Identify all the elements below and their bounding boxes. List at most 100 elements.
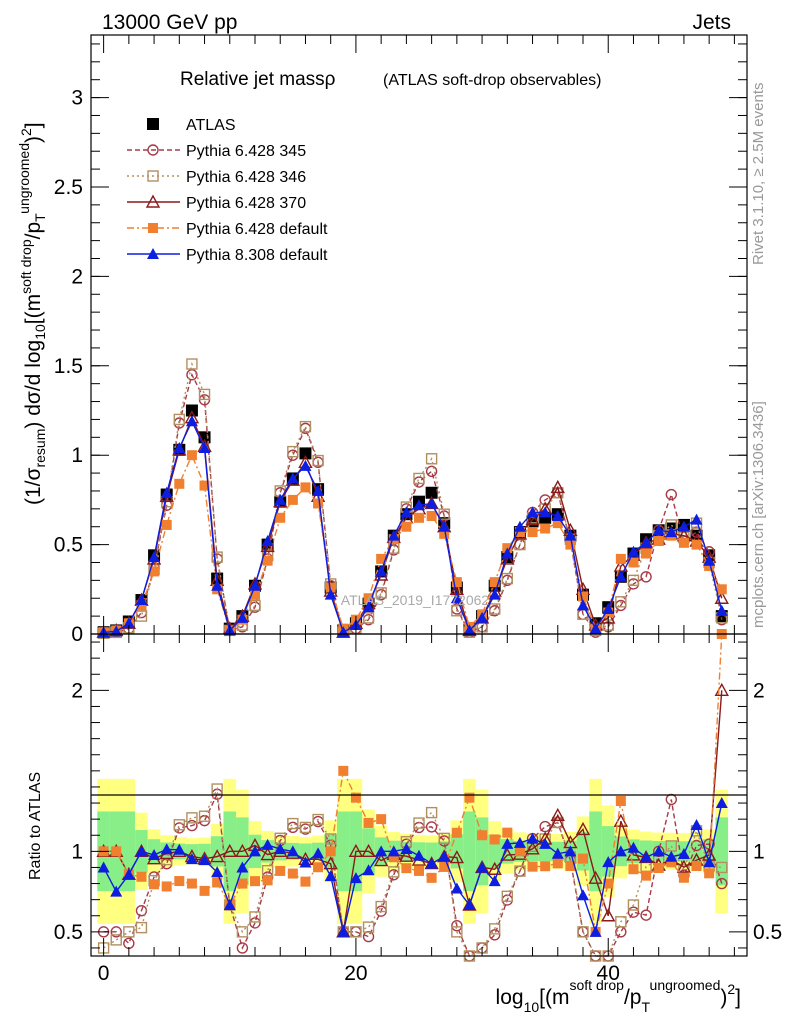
ratio-point [338, 765, 349, 776]
data-point [489, 577, 500, 588]
data-point [628, 557, 639, 568]
data-point [287, 445, 299, 458]
data-point [275, 512, 286, 523]
legend-marker [145, 194, 161, 208]
data-point [426, 510, 437, 521]
axes-group: 00.511.522.530.5 0.51 12 20 20 40 [54, 35, 782, 985]
ratio-point [450, 882, 463, 894]
data-point [186, 450, 197, 461]
legend-label: ATLAS [186, 117, 236, 134]
ratio-point [388, 866, 400, 878]
ratio-point [299, 821, 312, 834]
data-point [677, 520, 690, 532]
data-point [565, 539, 576, 550]
ratio-point [439, 861, 450, 872]
data-point [665, 488, 678, 501]
ratio-point [237, 878, 248, 889]
ratio-point [362, 864, 375, 876]
data-point [425, 497, 438, 509]
data-point [577, 599, 589, 611]
ratio-point [552, 858, 563, 869]
ratio-point [286, 845, 299, 857]
ratio-point [703, 856, 716, 868]
ratio-panel-frame [90, 633, 748, 957]
ratio-point [388, 852, 399, 863]
data-point [148, 551, 161, 563]
data-point [488, 588, 501, 600]
x-tick-label: 40 [597, 962, 620, 985]
legend-label: Pythia 6.428 default [186, 221, 328, 238]
ratio-point [123, 926, 135, 938]
ratio-point [527, 861, 538, 872]
y-tick-label: 1.5 [54, 355, 83, 378]
ratio-point [110, 885, 123, 897]
legend-entry: Pythia 6.428 346 [127, 169, 306, 186]
ratio-point [652, 845, 665, 857]
data-point [198, 442, 211, 454]
ratio-point [373, 853, 389, 867]
legend-label: Pythia 6.428 346 [186, 169, 306, 186]
legend-entry: Pythia 6.428 default [127, 221, 328, 238]
data-point [627, 545, 640, 557]
ratio-point [173, 819, 186, 831]
ratio-series-4 [98, 629, 727, 937]
ratio-point [287, 817, 299, 830]
ratio-point [463, 899, 476, 911]
legend-label: Pythia 6.428 370 [186, 195, 306, 212]
ratio-point [261, 838, 274, 850]
ratio-point [716, 877, 728, 890]
ratio-point [362, 921, 375, 933]
ratio-point [401, 863, 412, 874]
data-point [300, 482, 311, 493]
ratio-point [400, 842, 413, 854]
ratio-point [235, 843, 250, 858]
ratio-point [451, 919, 463, 932]
ratio-point [236, 861, 249, 873]
data-point [262, 555, 273, 566]
ratio-point [464, 792, 475, 803]
data-point [463, 624, 476, 636]
legend-marker [148, 223, 158, 233]
data-point [589, 622, 602, 634]
ratio-point [715, 797, 728, 809]
data-point [149, 566, 160, 577]
data-point [249, 579, 261, 591]
data-point [160, 486, 173, 498]
series-4 [98, 450, 727, 638]
ratio-point [577, 926, 589, 938]
data-point [135, 594, 148, 606]
data-point [136, 600, 147, 611]
ratio-point [312, 813, 324, 826]
ratio-point [641, 870, 652, 881]
ratio-point [414, 865, 424, 876]
ratio-point [451, 926, 463, 938]
header-right: Jets [692, 11, 731, 34]
ratio-point [223, 899, 236, 911]
ratio-point [413, 817, 425, 829]
ratio-point [575, 821, 591, 836]
ratio-point [135, 921, 148, 934]
x-tick-label: 0 [98, 962, 110, 985]
data-point [173, 442, 186, 454]
data-point [287, 494, 298, 505]
ratio-point [123, 937, 135, 950]
data-point [690, 526, 703, 538]
ratio-point [489, 834, 500, 845]
ratio-point [488, 875, 501, 887]
series-line [103, 419, 723, 634]
ratio-point [350, 926, 362, 938]
data-point [564, 529, 577, 541]
ratio-point [615, 916, 627, 928]
data-point [375, 565, 388, 577]
data-point [324, 588, 337, 600]
data-point [526, 506, 539, 518]
ratio-point [514, 865, 526, 877]
ratio-point [185, 853, 198, 865]
ratio-point [236, 942, 249, 954]
data-point [173, 413, 186, 426]
data-point [678, 537, 689, 548]
data-point [413, 499, 425, 511]
data-point [525, 512, 540, 526]
data-point [236, 611, 249, 623]
legend-entry: ATLAS [147, 117, 236, 134]
